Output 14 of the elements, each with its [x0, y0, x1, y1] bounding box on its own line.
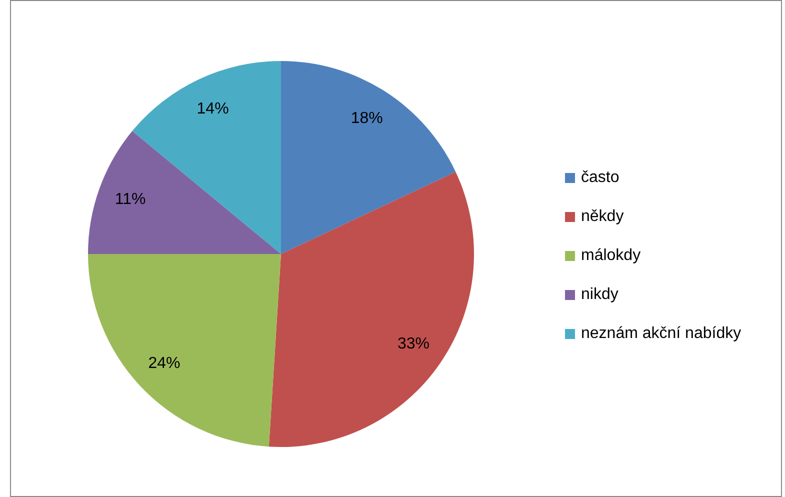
pie-slice	[281, 61, 456, 254]
pie-slice	[88, 130, 281, 254]
pie-slice	[88, 254, 281, 447]
data-label: 33%	[397, 335, 430, 352]
pie-slice	[268, 172, 474, 447]
legend-label: často	[581, 169, 620, 186]
legend-label: málokdy	[581, 247, 641, 264]
data-label: 24%	[148, 354, 180, 372]
data-label: 18%	[350, 110, 383, 127]
legend-label: někdy	[581, 208, 624, 226]
legend-label: nikdy	[581, 286, 618, 304]
data-label: 14%	[196, 100, 229, 118]
legend-label: neznám akční nabídky	[581, 325, 742, 342]
data-label: 11%	[114, 190, 146, 208]
